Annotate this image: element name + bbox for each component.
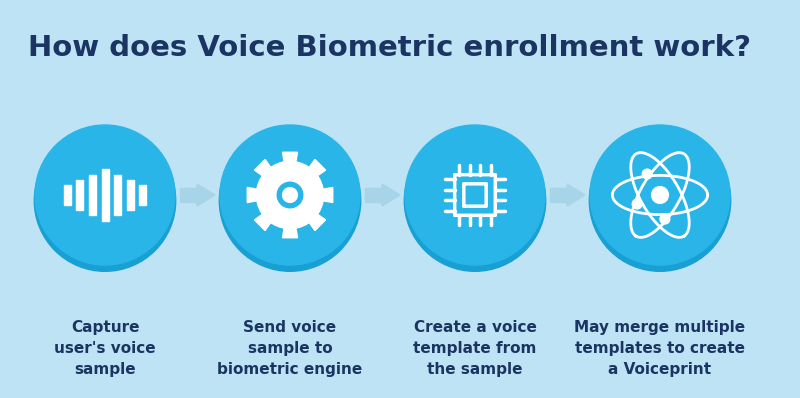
- Circle shape: [404, 130, 546, 271]
- Bar: [102, 169, 109, 221]
- Bar: [180, 188, 197, 202]
- Bar: [126, 180, 134, 210]
- Circle shape: [34, 130, 176, 271]
- Bar: [550, 188, 567, 202]
- Bar: [76, 180, 83, 210]
- Bar: [89, 175, 96, 215]
- Polygon shape: [197, 184, 215, 206]
- Circle shape: [660, 214, 670, 224]
- Circle shape: [632, 199, 642, 209]
- Bar: [365, 188, 382, 202]
- Circle shape: [282, 187, 298, 203]
- Bar: [64, 185, 70, 205]
- Text: May merge multiple
templates to create
a Voiceprint: May merge multiple templates to create a…: [574, 320, 746, 377]
- Circle shape: [278, 182, 302, 208]
- Text: Send voice
sample to
biometric engine: Send voice sample to biometric engine: [218, 320, 362, 377]
- Circle shape: [651, 187, 669, 203]
- Circle shape: [220, 125, 360, 265]
- Bar: [114, 175, 121, 215]
- Circle shape: [642, 169, 652, 179]
- Text: How does Voice Biometric enrollment work?: How does Voice Biometric enrollment work…: [29, 34, 751, 62]
- Circle shape: [590, 130, 730, 271]
- Text: Capture
user's voice
sample: Capture user's voice sample: [54, 320, 156, 377]
- Circle shape: [35, 125, 175, 265]
- Bar: [139, 185, 146, 205]
- Polygon shape: [247, 152, 333, 238]
- Polygon shape: [382, 184, 400, 206]
- Circle shape: [405, 125, 545, 265]
- Circle shape: [256, 162, 323, 228]
- Polygon shape: [567, 184, 585, 206]
- Circle shape: [219, 130, 361, 271]
- Text: Create a voice
template from
the sample: Create a voice template from the sample: [414, 320, 537, 377]
- Circle shape: [590, 125, 730, 265]
